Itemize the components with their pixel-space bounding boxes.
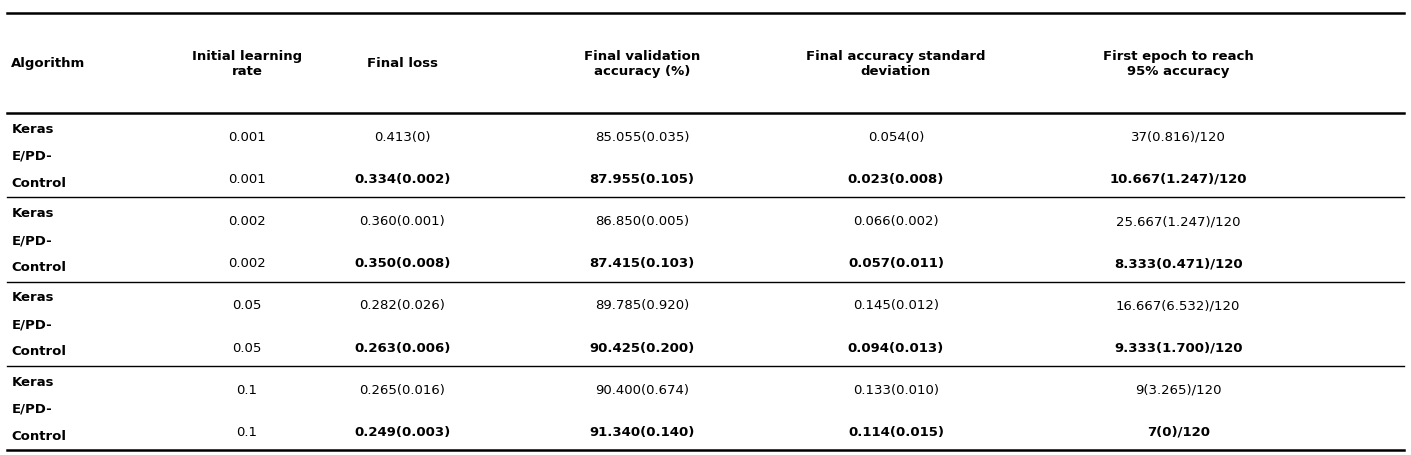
Text: 87.415(0.103): 87.415(0.103) xyxy=(590,257,694,270)
Text: First epoch to reach
95% accuracy: First epoch to reach 95% accuracy xyxy=(1103,50,1253,78)
Text: 0.413(0): 0.413(0) xyxy=(374,131,430,143)
Text: 90.400(0.674): 90.400(0.674) xyxy=(595,383,689,396)
Text: E/PD-: E/PD- xyxy=(11,149,52,162)
Text: 0.133(0.010): 0.133(0.010) xyxy=(854,383,938,396)
Text: 0.066(0.002): 0.066(0.002) xyxy=(854,215,938,228)
Text: 91.340(0.140): 91.340(0.140) xyxy=(590,425,694,438)
Text: 0.282(0.026): 0.282(0.026) xyxy=(360,299,444,312)
Text: 85.055(0.035): 85.055(0.035) xyxy=(595,131,689,143)
Text: 0.001: 0.001 xyxy=(229,131,265,143)
Text: Keras: Keras xyxy=(11,375,54,388)
Text: 0.334(0.002): 0.334(0.002) xyxy=(354,172,450,186)
Text: 0.145(0.012): 0.145(0.012) xyxy=(854,299,938,312)
Text: 0.265(0.016): 0.265(0.016) xyxy=(360,383,444,396)
Text: Control: Control xyxy=(11,344,66,358)
Text: 0.054(0): 0.054(0) xyxy=(868,131,924,143)
Text: 87.955(0.105): 87.955(0.105) xyxy=(590,172,694,186)
Text: Control: Control xyxy=(11,176,66,189)
Text: 0.1: 0.1 xyxy=(237,383,257,396)
Text: 0.023(0.008): 0.023(0.008) xyxy=(848,172,944,186)
Text: Final validation
accuracy (%): Final validation accuracy (%) xyxy=(584,50,700,78)
Text: 0.263(0.006): 0.263(0.006) xyxy=(354,341,450,354)
Text: Keras: Keras xyxy=(11,122,54,136)
Text: Initial learning
rate: Initial learning rate xyxy=(192,50,302,78)
Text: 0.350(0.008): 0.350(0.008) xyxy=(354,257,450,270)
Text: 0.057(0.011): 0.057(0.011) xyxy=(848,257,944,270)
Text: 9(3.265)/120: 9(3.265)/120 xyxy=(1134,383,1222,396)
Text: 16.667(6.532)/120: 16.667(6.532)/120 xyxy=(1116,299,1240,312)
Text: 89.785(0.920): 89.785(0.920) xyxy=(595,299,689,312)
Text: Final loss: Final loss xyxy=(367,57,437,70)
Text: E/PD-: E/PD- xyxy=(11,402,52,415)
Text: Control: Control xyxy=(11,429,66,442)
Text: Control: Control xyxy=(11,260,66,273)
Text: 0.002: 0.002 xyxy=(229,215,265,228)
Text: Algorithm: Algorithm xyxy=(11,57,86,70)
Text: 0.249(0.003): 0.249(0.003) xyxy=(354,425,450,438)
Text: E/PD-: E/PD- xyxy=(11,318,52,331)
Text: 7(0)/120: 7(0)/120 xyxy=(1147,425,1209,438)
Text: 0.1: 0.1 xyxy=(237,425,257,438)
Text: Keras: Keras xyxy=(11,207,54,220)
Text: 90.425(0.200): 90.425(0.200) xyxy=(590,341,694,354)
Text: Keras: Keras xyxy=(11,291,54,304)
Text: 25.667(1.247)/120: 25.667(1.247)/120 xyxy=(1116,215,1240,228)
Text: 0.114(0.015): 0.114(0.015) xyxy=(848,425,944,438)
Text: 0.094(0.013): 0.094(0.013) xyxy=(848,341,944,354)
Text: 0.05: 0.05 xyxy=(233,299,261,312)
Text: 0.05: 0.05 xyxy=(233,341,261,354)
Text: 9.333(1.700)/120: 9.333(1.700)/120 xyxy=(1113,341,1243,354)
Text: 10.667(1.247)/120: 10.667(1.247)/120 xyxy=(1109,172,1247,186)
Text: 37(0.816)/120: 37(0.816)/120 xyxy=(1130,131,1226,143)
Text: 8.333(0.471)/120: 8.333(0.471)/120 xyxy=(1113,257,1243,270)
Text: 0.002: 0.002 xyxy=(229,257,265,270)
Text: Final accuracy standard
deviation: Final accuracy standard deviation xyxy=(806,50,986,78)
Text: E/PD-: E/PD- xyxy=(11,233,52,247)
Text: 86.850(0.005): 86.850(0.005) xyxy=(595,215,689,228)
Text: 0.360(0.001): 0.360(0.001) xyxy=(360,215,444,228)
Text: 0.001: 0.001 xyxy=(229,172,265,186)
